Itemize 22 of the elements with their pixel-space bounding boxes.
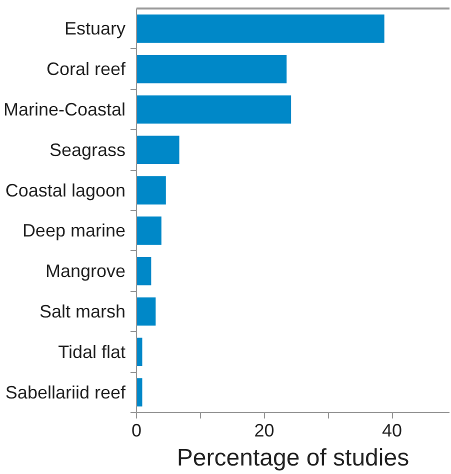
x-tick-label: 40 <box>382 420 402 440</box>
y-tick-label: Marine-Coastal <box>3 100 126 120</box>
y-tick-label: Coastal lagoon <box>5 180 126 200</box>
bar <box>136 256 152 286</box>
bar <box>136 14 384 43</box>
y-tick-label: Seagrass <box>49 140 126 160</box>
y-tick-label: Estuary <box>64 18 126 39</box>
y-tick-label: Salt marsh <box>39 302 126 322</box>
bar <box>136 216 162 245</box>
x-axis-title: Percentage of studies <box>176 444 410 472</box>
y-tick-label: Mangrove <box>45 261 126 282</box>
bar <box>136 95 292 124</box>
x-tick-label: 20 <box>254 420 274 440</box>
bar <box>136 54 287 84</box>
bar <box>136 297 156 326</box>
bar <box>136 136 180 164</box>
x-tick-label: 0 <box>131 420 142 440</box>
y-tick-label: Tidal flat <box>58 342 126 362</box>
y-tick-label: Sabellariid reef <box>5 382 126 402</box>
bar <box>136 176 166 204</box>
y-tick-label: Coral reef <box>46 59 126 80</box>
y-tick-label: Deep marine <box>22 220 126 241</box>
